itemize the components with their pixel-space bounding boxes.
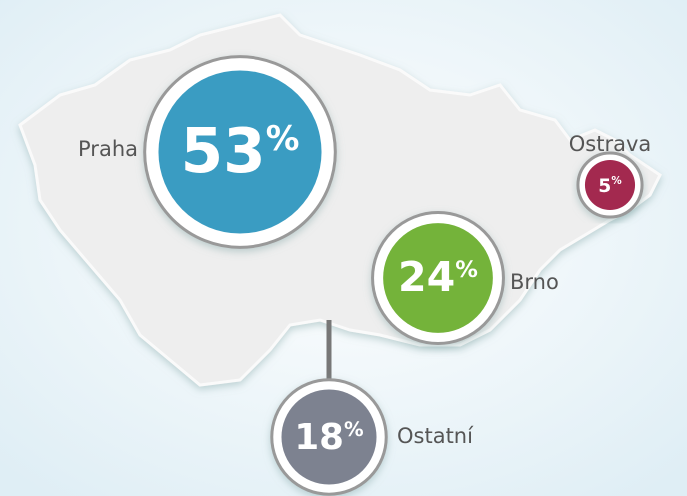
bubble <box>158 70 322 234</box>
value-unit: % <box>611 175 622 187</box>
value-number: 5 <box>598 175 611 196</box>
bubble <box>584 159 636 211</box>
bubble <box>383 223 493 333</box>
value-unit: % <box>455 256 478 282</box>
bubbles: 53% Praha 24% Brno 5% Ostrava 18% Ostatní <box>78 55 652 496</box>
bubble-value: 53% <box>181 116 300 187</box>
value-number: 53 <box>181 116 266 187</box>
bubble-value: 24% <box>398 253 478 301</box>
city-label: Ostatní <box>397 424 474 448</box>
bubble <box>281 389 377 485</box>
value-unit: % <box>344 417 364 440</box>
value-unit: % <box>266 118 300 157</box>
value-number: 18 <box>294 417 344 458</box>
city-label: Brno <box>510 270 559 294</box>
bubble-value: 18% <box>294 417 364 458</box>
value-number: 24 <box>398 253 455 301</box>
bubble-value: 5% <box>598 175 622 196</box>
city-label: Ostrava <box>569 132 652 156</box>
city-label: Praha <box>78 137 138 161</box>
